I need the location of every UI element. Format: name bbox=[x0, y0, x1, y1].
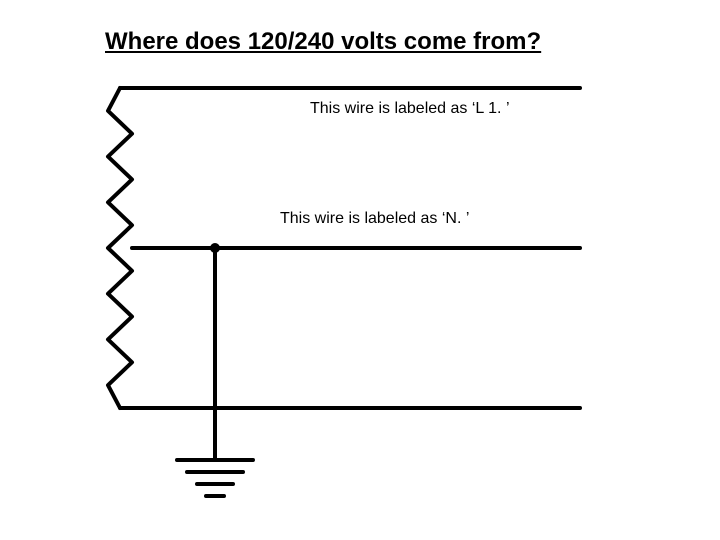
circuit-diagram bbox=[0, 0, 720, 540]
